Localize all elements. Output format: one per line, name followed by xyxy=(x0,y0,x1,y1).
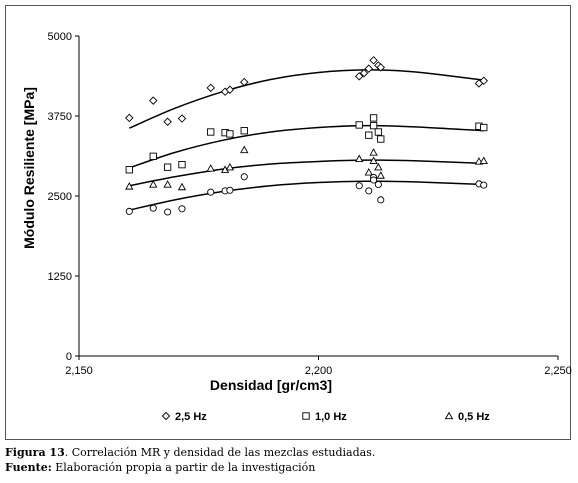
legend-label: 0,5 Hz xyxy=(458,411,490,423)
circle-data-point xyxy=(370,176,378,184)
triangle-data-point xyxy=(125,182,134,190)
diamond-data-point xyxy=(479,76,488,86)
source-label: Fuente: xyxy=(5,461,52,474)
circle-data-point xyxy=(374,180,382,189)
triangle-data-point xyxy=(177,182,187,191)
trendline-series-2 xyxy=(129,159,484,187)
caption-line-1: Figura 13. Correlación MR y densidad de … xyxy=(5,445,573,460)
trendlines xyxy=(128,69,484,211)
square-data-point xyxy=(480,123,488,132)
circle-data-point xyxy=(226,186,234,194)
x-tick-label: 2,250 xyxy=(544,365,572,377)
source-text: Elaboración propia a partir de la invest… xyxy=(51,461,316,474)
chart: 0 1250 2500 3750 5000 2,150 2,200 2,250 Densida… xyxy=(21,31,572,423)
triangle-data-point xyxy=(240,145,249,154)
legend: 2,5 Hz 1,0 Hz 0,5 Hz xyxy=(161,411,490,423)
x-tick-label: 2,150 xyxy=(65,365,93,377)
circle-data-point xyxy=(207,188,215,196)
circle-data-point xyxy=(164,208,172,216)
diamond-data-point xyxy=(359,68,369,78)
y-tick-label: 0 xyxy=(66,351,72,363)
diamond-data-point xyxy=(163,117,172,126)
diamond-data-point xyxy=(240,77,249,87)
figure-caption: Figura 13. Correlación MR y densidad de … xyxy=(5,445,573,475)
square-data-point xyxy=(226,130,234,138)
figure-frame: 0 1250 2500 3750 5000 2,150 2,200 2,250 Densida… xyxy=(5,5,572,440)
legend-label: 1,0 Hz xyxy=(315,411,347,423)
circle-data-point xyxy=(365,187,373,195)
legend-marker-square xyxy=(302,412,310,420)
triangle-data-point xyxy=(376,171,385,179)
square-data-point xyxy=(369,114,378,122)
square-data-point xyxy=(374,128,383,136)
square-data-point xyxy=(377,135,385,143)
trendline-series-3 xyxy=(129,180,484,211)
circle-data-point xyxy=(125,207,133,215)
figure-label: Figura 13 xyxy=(5,446,65,459)
triangle-data-point xyxy=(206,164,215,172)
trendline-series-0 xyxy=(128,69,484,129)
y-tick-label: 5000 xyxy=(48,31,72,43)
figure-text: . Correlación MR y densidad de las mezcl… xyxy=(64,446,376,459)
square-data-point xyxy=(240,127,248,135)
triangle-data-point xyxy=(355,154,364,163)
caption-line-2: Fuente: Elaboración propia a partir de l… xyxy=(5,460,573,475)
circle-data-point xyxy=(178,205,186,213)
diamond-data-point xyxy=(364,64,374,73)
triangle-data-point xyxy=(149,180,158,188)
square-data-point xyxy=(125,166,133,174)
triangle-data-point xyxy=(364,167,373,176)
legend-marker-diamond xyxy=(161,411,171,421)
circle-data-point xyxy=(480,181,488,189)
square-data-point xyxy=(163,163,172,171)
diamond-data-point xyxy=(177,114,187,123)
triangle-data-point xyxy=(225,162,235,171)
circle-data-point xyxy=(240,173,248,181)
triangle-data-point xyxy=(163,180,172,188)
data-points xyxy=(125,56,488,216)
triangle-data-point xyxy=(479,156,488,164)
square-data-point xyxy=(149,152,157,160)
y-axis-title: Módulo Resiliente [MPa] xyxy=(21,87,37,249)
square-data-point xyxy=(178,160,186,169)
square-data-point xyxy=(207,128,215,136)
diamond-data-point xyxy=(354,72,364,81)
y-tick-label: 2500 xyxy=(48,191,72,203)
diamond-data-point xyxy=(149,96,158,105)
circle-data-point xyxy=(149,204,157,212)
triangle-data-point xyxy=(369,156,378,164)
diamond-data-point xyxy=(369,56,378,65)
triangle-data-point xyxy=(369,148,378,156)
trendline-series-1 xyxy=(129,124,484,169)
square-data-point xyxy=(365,131,373,139)
legend-marker-triangle xyxy=(444,411,454,420)
diamond-data-point xyxy=(225,85,235,94)
square-data-point xyxy=(369,121,378,130)
axes: 0 1250 2500 3750 5000 2,150 2,200 2,250 xyxy=(48,31,572,377)
y-tick-label: 3750 xyxy=(48,111,72,123)
diamond-data-point xyxy=(376,63,386,72)
diamond-data-point xyxy=(206,83,215,93)
legend-label: 2,5 Hz xyxy=(175,411,207,423)
circle-data-point xyxy=(355,182,363,190)
square-data-point xyxy=(355,121,363,129)
y-tick-label: 1250 xyxy=(48,271,72,283)
triangle-data-point xyxy=(374,162,383,171)
x-tick-label: 2,200 xyxy=(305,365,333,377)
circle-data-point xyxy=(377,196,385,204)
diamond-data-point xyxy=(125,113,134,123)
x-axis-title: Densidad [gr/cm3] xyxy=(210,377,332,393)
